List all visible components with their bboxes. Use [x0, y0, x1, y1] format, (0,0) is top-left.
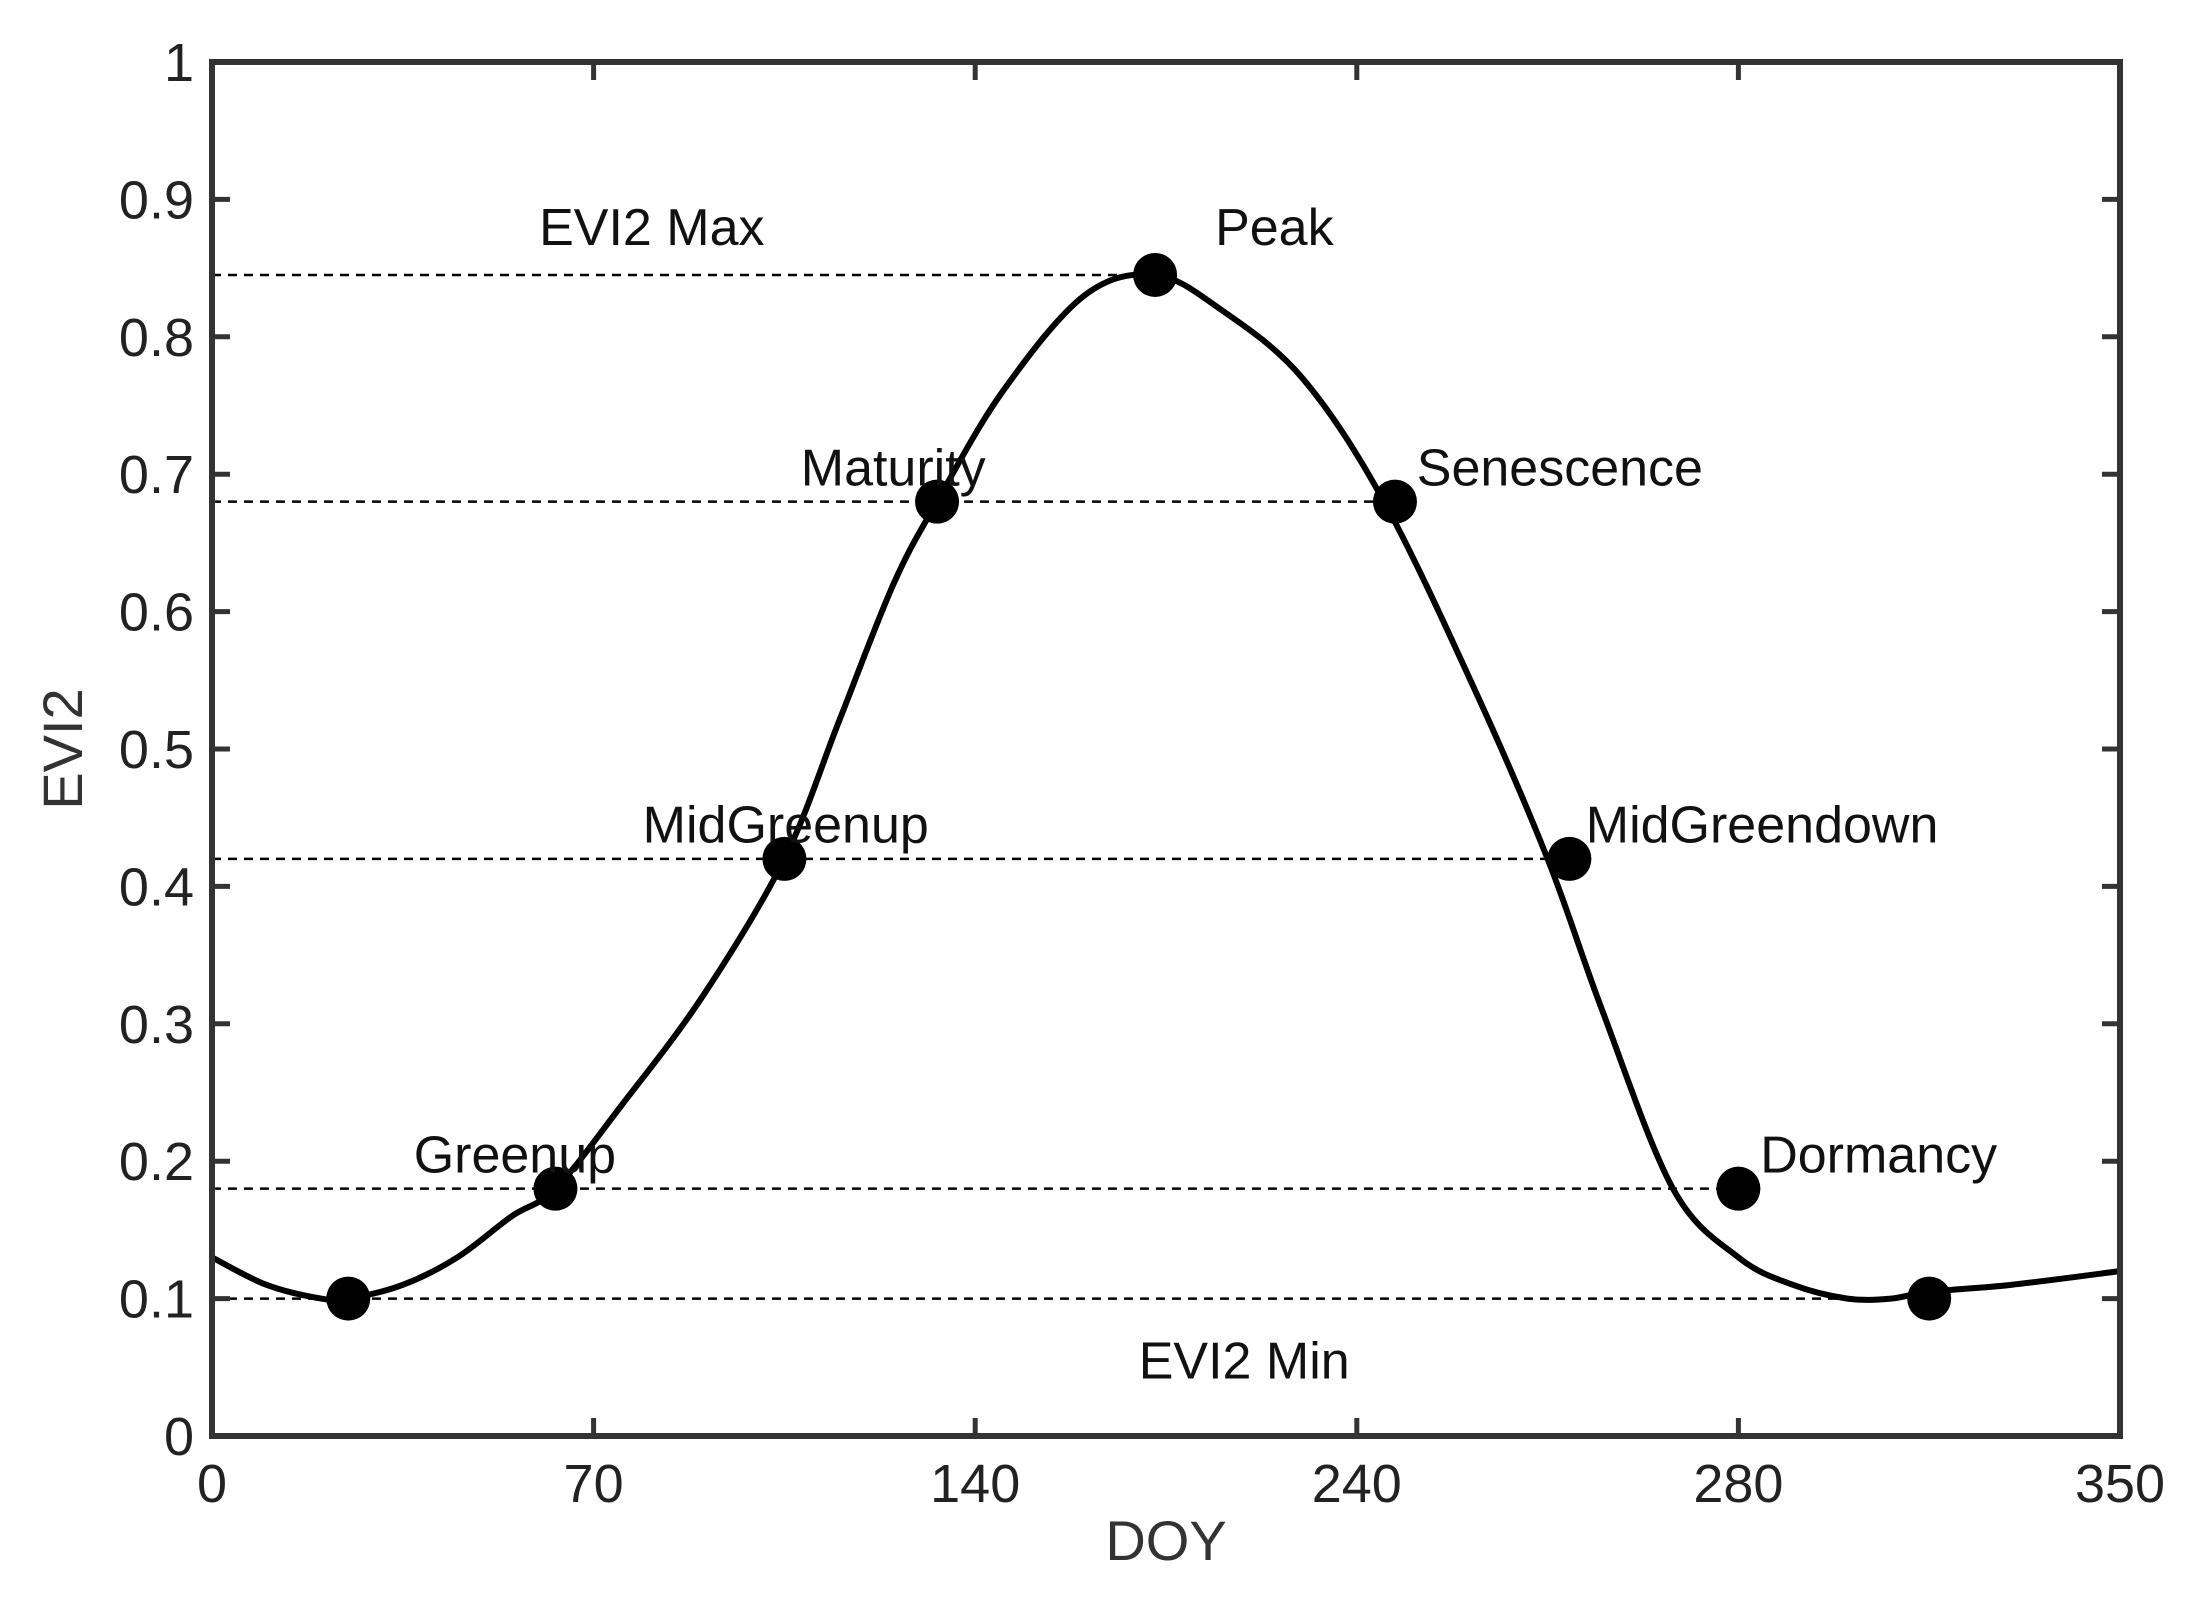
x-axis-label: DOY [1105, 1509, 1226, 1572]
y-tick-label: 0.4 [119, 857, 194, 917]
point-midgreenup [762, 836, 807, 881]
y-tick-label: 0.5 [119, 720, 194, 780]
annotations: EVI2 Max Peak Maturity Senescence MidGreenup… [414, 199, 1997, 1391]
y-tick-label: 0.2 [119, 1132, 194, 1192]
annotation-midgreenup: MidGreenup [643, 797, 929, 855]
point-greenup [533, 1166, 578, 1211]
x-tick-label: 350 [2075, 1454, 2165, 1514]
point-dormancy [1716, 1166, 1761, 1211]
y-tick-label: 0.7 [119, 445, 194, 505]
y-tick-label: 0.8 [119, 308, 194, 368]
evi2-curve [210, 271, 2121, 1304]
point-senescence [1372, 479, 1417, 524]
y-axis-label: EVI2 [31, 688, 94, 809]
y-tick-labels: 0 0.1 0.2 0.3 0.4 0.5 0.6 0.7 0.8 0.9 1 [119, 33, 194, 1467]
x-tick-labels: 0 70 140 240 280 350 [197, 1454, 2165, 1514]
annotation-peak: Peak [1215, 199, 1335, 257]
annotation-greenup: Greenup [414, 1126, 616, 1184]
point-evi2-min-start [326, 1276, 371, 1321]
annotation-dormancy: Dormancy [1760, 1126, 1997, 1184]
x-tick-label: 140 [930, 1454, 1020, 1514]
plot-frame [209, 59, 2123, 1439]
x-tick-label: 280 [1693, 1454, 1783, 1514]
y-tick-label: 0.1 [119, 1270, 194, 1330]
x-tick-label: 240 [1312, 1454, 1402, 1514]
annotation-evi2-max: EVI2 Max [539, 199, 764, 257]
y-tick-label: 0.6 [119, 583, 194, 643]
y-tick-label: 0 [164, 1407, 194, 1467]
point-evi2-min-end [1907, 1276, 1952, 1321]
y-tick-label: 0.9 [119, 170, 194, 230]
annotation-maturity: Maturity [801, 439, 986, 497]
x-tick-label: 0 [197, 1454, 227, 1514]
annotation-senescence: Senescence [1417, 439, 1703, 497]
point-midgreendown [1547, 836, 1592, 881]
x-tick-label: 70 [564, 1454, 624, 1514]
reference-lines [212, 273, 1930, 1300]
annotation-evi2-min: EVI2 Min [1139, 1332, 1350, 1390]
y-tick-label: 0.3 [119, 995, 194, 1055]
point-peak [1133, 252, 1178, 297]
y-tick-label: 1 [164, 33, 194, 93]
phenology-points [326, 252, 1952, 1321]
point-maturity [915, 479, 960, 524]
annotation-midgreendown: MidGreendown [1586, 797, 1939, 855]
